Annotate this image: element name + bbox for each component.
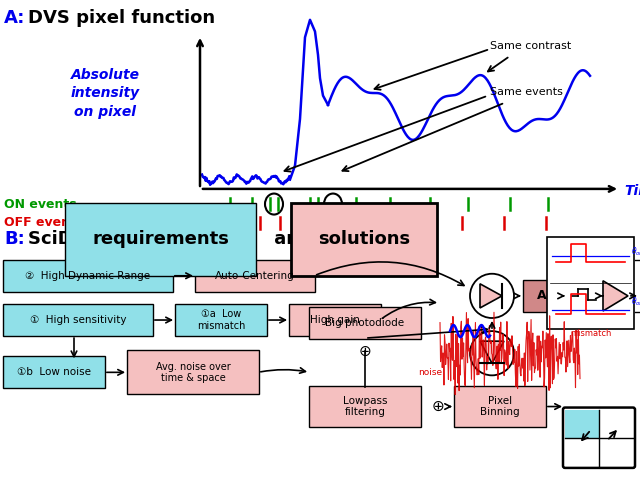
Text: Same contrast: Same contrast: [490, 41, 572, 51]
Text: High gain: High gain: [310, 315, 360, 325]
FancyBboxPatch shape: [309, 307, 421, 339]
Text: Time: Time: [624, 184, 640, 198]
FancyBboxPatch shape: [309, 386, 421, 427]
Text: Absolute
intensity
on pixel: Absolute intensity on pixel: [70, 68, 140, 119]
Text: ⊕: ⊕: [358, 344, 371, 359]
Text: ON events: ON events: [4, 197, 77, 211]
FancyBboxPatch shape: [567, 280, 601, 312]
FancyBboxPatch shape: [289, 304, 381, 336]
Text: Avg. noise over
time & space: Avg. noise over time & space: [156, 362, 230, 383]
Text: noise: noise: [418, 368, 442, 378]
Text: $\theta_{off}$: $\theta_{off}$: [631, 296, 640, 308]
Text: Lowpass
filtering: Lowpass filtering: [343, 396, 387, 417]
Text: Big photodiode: Big photodiode: [325, 318, 404, 328]
Text: DVS pixel function: DVS pixel function: [28, 9, 215, 27]
FancyBboxPatch shape: [127, 350, 259, 394]
FancyBboxPatch shape: [563, 408, 635, 468]
Polygon shape: [603, 281, 628, 311]
Text: Same events: Same events: [490, 88, 563, 97]
FancyBboxPatch shape: [175, 304, 267, 336]
Text: ①b  Low noise: ①b Low noise: [17, 367, 91, 378]
FancyBboxPatch shape: [3, 304, 153, 336]
Text: ①  High sensitivity: ① High sensitivity: [29, 315, 126, 325]
FancyBboxPatch shape: [195, 260, 315, 292]
FancyBboxPatch shape: [547, 237, 634, 329]
FancyBboxPatch shape: [454, 386, 546, 427]
Text: A:: A:: [4, 9, 26, 27]
Text: solutions: solutions: [318, 230, 410, 248]
Polygon shape: [480, 341, 504, 363]
Text: OFF events: OFF events: [4, 216, 83, 229]
Text: ⊕: ⊕: [431, 399, 444, 414]
FancyBboxPatch shape: [3, 260, 173, 292]
Polygon shape: [480, 284, 502, 308]
Text: ②  High Dynamic Range: ② High Dynamic Range: [26, 271, 150, 281]
Text: ①a  Low
mismatch: ①a Low mismatch: [197, 309, 245, 331]
FancyBboxPatch shape: [3, 356, 105, 389]
Text: B:: B:: [4, 230, 25, 248]
Text: SciDVS: SciDVS: [28, 230, 106, 248]
Text: $\theta_{on}$: $\theta_{on}$: [631, 245, 640, 258]
FancyBboxPatch shape: [523, 280, 561, 312]
Text: and: and: [268, 230, 318, 248]
Text: Pixel
Binning: Pixel Binning: [480, 396, 520, 417]
Text: mismatch: mismatch: [570, 329, 611, 338]
Bar: [565, 409, 599, 438]
Text: A: A: [537, 289, 547, 302]
Text: Auto-Centering: Auto-Centering: [215, 271, 295, 281]
Text: requirements: requirements: [92, 230, 229, 248]
